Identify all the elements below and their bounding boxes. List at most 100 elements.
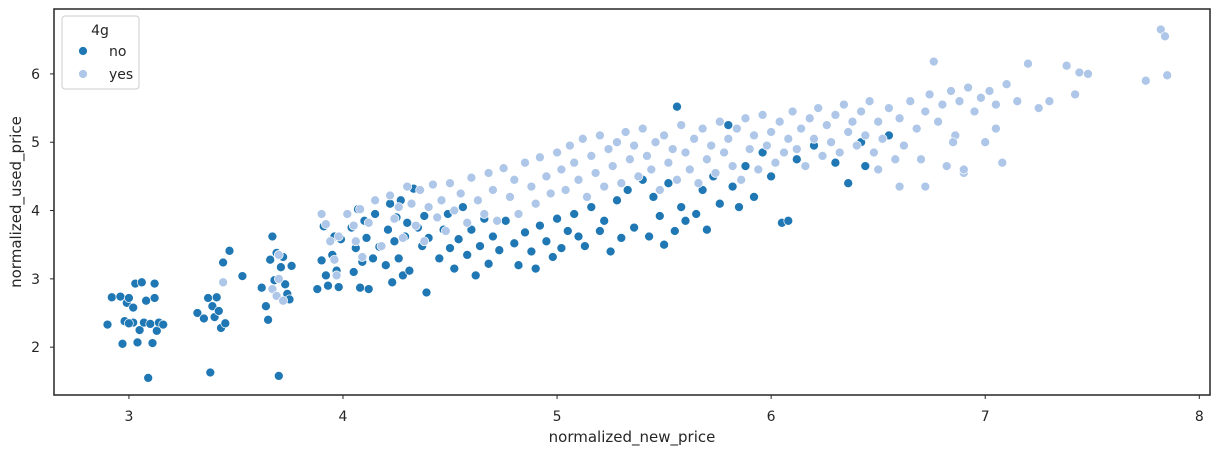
data-point-no	[586, 202, 597, 212]
data-point-no	[361, 233, 372, 243]
data-point-yes	[969, 106, 980, 117]
data-point-no	[387, 277, 398, 288]
data-point-no	[312, 284, 323, 294]
data-point-yes	[928, 56, 939, 67]
data-point-no	[316, 255, 327, 266]
data-point-yes	[680, 147, 691, 158]
data-point-yes	[436, 195, 447, 206]
data-point-no	[136, 277, 147, 288]
data-point-no	[398, 270, 408, 281]
data-point-yes	[393, 202, 404, 212]
data-point-yes	[376, 241, 387, 251]
data-point-yes	[714, 116, 725, 127]
data-point-yes	[321, 219, 331, 230]
x-tick-label: 3	[124, 409, 133, 425]
data-point-yes	[483, 168, 494, 178]
data-point-yes	[826, 137, 836, 148]
data-point-yes	[946, 86, 956, 96]
data-point-no	[530, 263, 541, 274]
data-point-yes	[911, 123, 922, 134]
data-point-yes	[884, 103, 894, 113]
data-point-no	[573, 231, 584, 242]
data-point-yes	[753, 164, 764, 175]
data-point-yes	[603, 144, 614, 154]
data-point-yes	[385, 190, 395, 201]
data-point-yes	[856, 106, 866, 117]
data-point-yes	[877, 133, 888, 144]
data-point-yes	[599, 181, 610, 192]
data-point-no	[547, 252, 558, 262]
data-point-yes	[273, 274, 284, 284]
data-point-no	[483, 258, 494, 269]
data-point-no	[727, 181, 738, 192]
data-point-no	[380, 260, 391, 271]
data-point-yes	[963, 82, 973, 93]
data-point-yes	[873, 164, 884, 175]
y-axis-label: normalized_used_price	[7, 116, 26, 288]
data-point-yes	[271, 291, 282, 301]
data-point-yes	[732, 123, 742, 134]
data-point-yes	[1083, 69, 1093, 79]
data-point-no	[622, 185, 633, 195]
data-point-yes	[766, 127, 776, 137]
data-point-yes	[406, 198, 417, 209]
data-point-yes	[595, 130, 605, 141]
data-point-no	[749, 192, 759, 202]
data-point-yes	[744, 144, 755, 154]
data-point-yes	[402, 181, 413, 192]
data-point-no	[616, 233, 627, 243]
data-point-yes	[676, 120, 687, 130]
data-point-yes	[689, 133, 699, 144]
data-point-yes	[787, 106, 798, 117]
data-point-yes	[329, 254, 340, 265]
data-point-yes	[445, 178, 455, 189]
data-point-yes	[488, 185, 498, 195]
data-point-no	[488, 231, 498, 242]
data-point-no	[740, 161, 751, 171]
x-tick-label: 8	[1195, 409, 1204, 425]
data-point-no	[368, 253, 378, 264]
data-point-no	[404, 265, 415, 276]
data-point-no	[370, 209, 380, 219]
data-point-no	[453, 234, 464, 245]
x-tick-label: 7	[981, 409, 990, 425]
data-point-no	[766, 171, 776, 182]
data-point-yes	[864, 96, 875, 107]
data-point-no	[261, 301, 271, 312]
data-point-yes	[706, 140, 717, 151]
y-axis: 2 3 4 5 6	[31, 67, 54, 356]
data-point-yes	[355, 204, 365, 215]
data-point-yes	[804, 113, 815, 124]
data-point-no	[783, 215, 794, 226]
legend: 4g no yes	[61, 15, 140, 90]
data-point-no	[143, 373, 154, 383]
data-point-yes	[762, 140, 772, 151]
data-point-yes	[650, 137, 661, 148]
data-point-no	[276, 262, 286, 273]
data-point-yes	[905, 96, 916, 107]
data-point-yes	[860, 130, 871, 141]
data-point-yes	[316, 209, 327, 219]
data-point-yes	[813, 103, 824, 113]
data-point-yes	[991, 99, 1001, 110]
data-point-no	[513, 260, 524, 271]
data-point-yes	[791, 144, 802, 154]
data-point-no	[669, 226, 680, 236]
data-point-yes	[894, 113, 905, 124]
data-point-yes	[667, 144, 678, 154]
data-point-no	[702, 224, 712, 235]
data-point-yes	[937, 99, 948, 110]
data-point-no	[207, 301, 218, 312]
data-point-yes	[492, 215, 502, 226]
legend-marker-yes	[78, 69, 88, 79]
data-point-yes	[633, 171, 644, 182]
data-point-yes	[505, 192, 515, 202]
data-point-yes	[997, 157, 1008, 168]
data-point-yes	[1033, 103, 1044, 113]
data-point-yes	[723, 133, 734, 144]
data-point-no	[462, 250, 473, 260]
data-point-yes	[325, 236, 336, 247]
y-tick-label: 2	[31, 340, 40, 356]
data-point-no	[106, 292, 117, 303]
data-point-yes	[541, 171, 552, 182]
